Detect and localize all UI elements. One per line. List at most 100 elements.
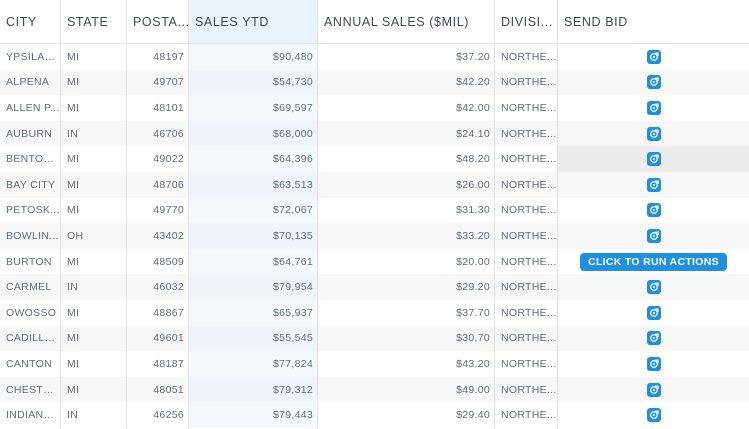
postal-code-cell: 49770 [127,197,189,224]
city-cell: PETOSK... [0,197,61,224]
table-row[interactable]: INDIANA... IN 46256 $79,443 $29.40 NORTHE... [0,402,749,428]
city-cell: CANTON [0,351,61,377]
send-bid-cell [558,300,749,326]
table-row[interactable]: BENTON... MI 49022 $64,396 $48.20 NORTHE... [0,146,749,172]
postal-code-cell: 48706 [127,171,189,198]
table-row[interactable]: ALPENA MI 49707 $54,730 $42.20 NORTHE... [0,69,749,96]
city-cell-text: AUBURN [6,127,53,140]
run-action-icon[interactable] [646,126,661,141]
table-row[interactable]: PETOSK... MI 49770 $72,067 $31.30 NORTHE... [0,197,749,224]
city-cell: BENTON... [0,146,61,172]
send-bid-cell [558,376,749,403]
city-cell-text: YPSILAN... [6,50,60,63]
table-row[interactable]: AUBURN IN 46706 $68,000 $24.10 NORTHE... [0,120,749,147]
annual-sales-cell-text: $29.40 [456,409,490,422]
run-action-icon[interactable] [646,152,661,167]
city-cell: OWOSSO [0,299,61,326]
division-cell-text: NORTHE... [501,357,557,370]
annual-sales-cell: $33.20 [318,223,495,249]
city-cell-text: BOWLIN... [6,229,59,242]
city-cell: BAY CITY [0,171,61,198]
postal-code-cell: 48509 [127,248,189,275]
state-cell: MI [61,69,127,96]
division-cell-text: NORTHE... [501,127,557,140]
annual-sales-cell: $24.10 [318,120,495,147]
division-cell-text: NORTHE... [501,306,557,319]
annual-sales-cell: $37.70 [318,299,495,326]
send-bid-cell [558,223,749,249]
annual-sales-cell: $42.20 [318,69,495,96]
send-bid-cell [558,171,749,198]
postal-code-cell: 46256 [127,402,189,428]
annual-sales-cell-text: $37.20 [456,50,490,63]
run-action-icon[interactable] [646,408,661,423]
column-header-sales-ytd[interactable]: SALES YTD [189,0,318,43]
sales-ytd-cell: $68,000 [189,120,318,147]
column-header-division[interactable]: DIVISI... [495,0,558,43]
postal-code-cell-text: 48051 [153,383,184,396]
postal-code-cell-text: 49022 [153,153,184,166]
state-cell-text: IN [67,127,79,140]
division-cell-text: NORTHE... [501,101,557,114]
annual-sales-cell: $30.70 [318,325,495,352]
table-row[interactable]: OWOSSO MI 48867 $65,937 $37.70 NORTHE... [0,299,749,326]
division-cell-text: NORTHE... [501,409,557,422]
annual-sales-cell-text: $43.20 [456,357,490,370]
run-action-icon[interactable] [646,75,661,90]
run-action-icon[interactable] [646,382,661,397]
annual-sales-cell-text: $20.00 [456,255,490,268]
city-cell-text: ALPENA [6,76,50,89]
division-cell: NORTHE... [495,376,558,403]
column-header-state[interactable]: STATE [61,0,127,43]
state-cell-text: MI [67,153,80,166]
column-header-annual-sales[interactable]: ANNUAL SALES ($MIL) [318,0,495,43]
run-action-icon[interactable] [646,100,661,115]
column-header-send-bid[interactable]: SEND BID [564,14,628,29]
state-cell: MI [61,44,127,70]
table-row[interactable]: YPSILAN... MI 48197 $90,480 $37.20 NORTHE... [0,44,749,70]
sales-ytd-cell: $77,824 [189,351,318,377]
annual-sales-cell: $42.00 [318,95,495,121]
run-action-icon[interactable] [646,305,661,320]
state-cell: MI [61,146,127,172]
table-row[interactable]: BURTON MI 48509 $64,761 $20.00 NORTHE... CLICK… [0,248,749,275]
postal-code-cell-text: 46032 [153,281,184,294]
run-action-icon[interactable] [646,228,661,243]
run-action-icon[interactable] [646,280,661,295]
table-row[interactable]: CANTON MI 48187 $77,824 $43.20 NORTHE... [0,351,749,377]
sales-ytd-cell: $69,597 [189,95,318,121]
division-cell-text: NORTHE... [501,281,557,294]
table-row[interactable]: BOWLIN... OH 43402 $70,135 $33.20 NORTHE... [0,223,749,249]
city-cell: CARMEL [0,274,61,300]
table-row[interactable]: BAY CITY MI 48706 $63,513 $26.00 NORTHE... [0,171,749,198]
division-cell: NORTHE... [495,197,558,224]
run-action-icon[interactable] [646,331,661,346]
table-row[interactable]: CADILLA... MI 49601 $55,545 $30.70 NORTHE... [0,325,749,352]
city-cell-text: CARMEL [6,281,52,294]
column-header-city[interactable]: CITY [0,0,61,43]
annual-sales-cell-text: $48.20 [456,153,490,166]
postal-code-cell-text: 48101 [153,101,184,114]
annual-sales-cell-text: $37.70 [456,306,490,319]
run-action-icon[interactable] [646,49,661,64]
table-row[interactable]: CARMEL IN 46032 $79,954 $29.20 NORTHE... [0,274,749,300]
division-cell: NORTHE... [495,69,558,96]
state-cell: MI [61,171,127,198]
city-cell: CHESTE... [0,376,61,403]
state-cell: MI [61,376,127,403]
state-cell-text: MI [67,255,80,268]
run-action-icon[interactable] [646,203,661,218]
run-action-icon[interactable] [646,177,661,192]
annual-sales-cell: $20.00 [318,248,495,275]
annual-sales-cell: $29.20 [318,274,495,300]
postal-code-cell-text: 46256 [153,409,184,422]
run-action-icon[interactable] [646,356,661,371]
column-header-postal[interactable]: POSTA... [127,0,189,43]
table-row[interactable]: ALLEN P... MI 48101 $69,597 $42.00 NORTHE... [0,95,749,121]
division-cell: NORTHE... [495,223,558,249]
table-row[interactable]: CHESTE... MI 48051 $79,312 $49.00 NORTHE... [0,376,749,403]
send-bid-cell [558,44,749,70]
state-cell-text: MI [67,101,80,114]
state-cell-text: MI [67,178,80,191]
